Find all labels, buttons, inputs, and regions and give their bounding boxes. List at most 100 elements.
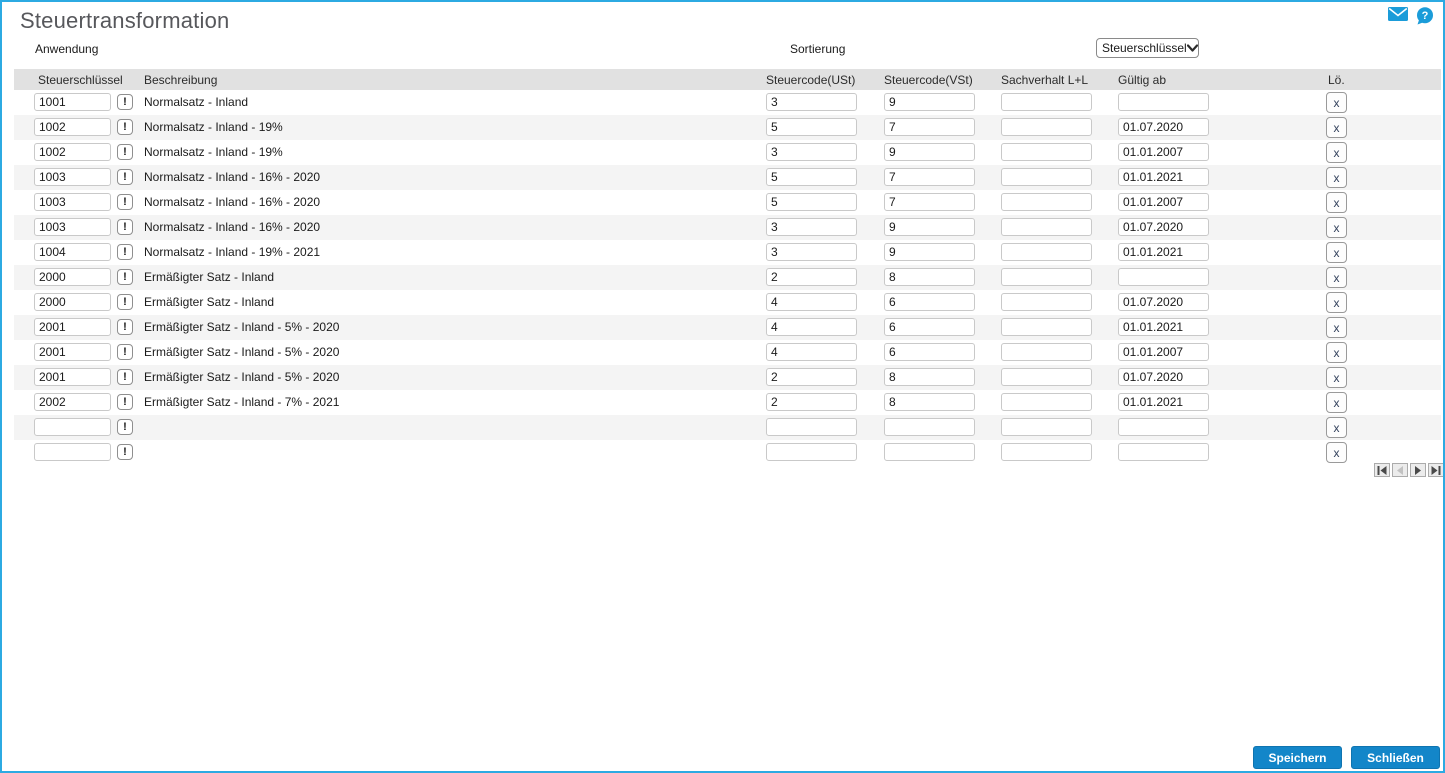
steuercode-vst-input[interactable] xyxy=(884,168,975,186)
steuerschluessel-input[interactable] xyxy=(34,418,111,436)
sachverhalt-input[interactable] xyxy=(1001,193,1092,211)
gueltig-ab-input[interactable] xyxy=(1118,343,1209,361)
key-lookup-button[interactable]: ! xyxy=(117,269,133,285)
steuercode-ust-input[interactable] xyxy=(766,243,857,261)
sachverhalt-input[interactable] xyxy=(1001,393,1092,411)
steuercode-ust-input[interactable] xyxy=(766,368,857,386)
gueltig-ab-input[interactable] xyxy=(1118,118,1209,136)
key-lookup-button[interactable]: ! xyxy=(117,394,133,410)
save-button[interactable]: Speichern xyxy=(1253,746,1342,769)
gueltig-ab-input[interactable] xyxy=(1118,93,1209,111)
steuercode-ust-input[interactable] xyxy=(766,93,857,111)
gueltig-ab-input[interactable] xyxy=(1118,193,1209,211)
gueltig-ab-input[interactable] xyxy=(1118,443,1209,461)
steuerschluessel-input[interactable] xyxy=(34,168,111,186)
delete-row-button[interactable]: x xyxy=(1326,442,1347,463)
delete-row-button[interactable]: x xyxy=(1326,142,1347,163)
steuerschluessel-input[interactable] xyxy=(34,318,111,336)
steuercode-ust-input[interactable] xyxy=(766,293,857,311)
sachverhalt-input[interactable] xyxy=(1001,118,1092,136)
steuercode-ust-input[interactable] xyxy=(766,418,857,436)
steuercode-ust-input[interactable] xyxy=(766,268,857,286)
steuercode-vst-input[interactable] xyxy=(884,418,975,436)
delete-row-button[interactable]: x xyxy=(1326,92,1347,113)
sachverhalt-input[interactable] xyxy=(1001,268,1092,286)
key-lookup-button[interactable]: ! xyxy=(117,319,133,335)
steuercode-ust-input[interactable] xyxy=(766,193,857,211)
steuerschluessel-input[interactable] xyxy=(34,193,111,211)
steuercode-vst-input[interactable] xyxy=(884,143,975,161)
steuerschluessel-input[interactable] xyxy=(34,218,111,236)
gueltig-ab-input[interactable] xyxy=(1118,293,1209,311)
sachverhalt-input[interactable] xyxy=(1001,168,1092,186)
steuercode-ust-input[interactable] xyxy=(766,218,857,236)
key-lookup-button[interactable]: ! xyxy=(117,344,133,360)
gueltig-ab-input[interactable] xyxy=(1118,218,1209,236)
key-lookup-button[interactable]: ! xyxy=(117,119,133,135)
delete-row-button[interactable]: x xyxy=(1326,267,1347,288)
gueltig-ab-input[interactable] xyxy=(1118,368,1209,386)
key-lookup-button[interactable]: ! xyxy=(117,194,133,210)
delete-row-button[interactable]: x xyxy=(1326,117,1347,138)
sachverhalt-input[interactable] xyxy=(1001,218,1092,236)
mail-icon[interactable] xyxy=(1388,7,1408,24)
sachverhalt-input[interactable] xyxy=(1001,143,1092,161)
steuercode-vst-input[interactable] xyxy=(884,243,975,261)
steuercode-ust-input[interactable] xyxy=(766,318,857,336)
first-page-button[interactable] xyxy=(1374,463,1390,477)
sachverhalt-input[interactable] xyxy=(1001,418,1092,436)
steuerschluessel-input[interactable] xyxy=(34,93,111,111)
delete-row-button[interactable]: x xyxy=(1326,167,1347,188)
gueltig-ab-input[interactable] xyxy=(1118,418,1209,436)
steuercode-ust-input[interactable] xyxy=(766,143,857,161)
steuerschluessel-input[interactable] xyxy=(34,443,111,461)
steuercode-vst-input[interactable] xyxy=(884,443,975,461)
steuerschluessel-input[interactable] xyxy=(34,243,111,261)
sachverhalt-input[interactable] xyxy=(1001,443,1092,461)
sachverhalt-input[interactable] xyxy=(1001,318,1092,336)
steuerschluessel-input[interactable] xyxy=(34,268,111,286)
sort-select[interactable]: Steuerschlüssel xyxy=(1096,38,1199,58)
steuerschluessel-input[interactable] xyxy=(34,293,111,311)
delete-row-button[interactable]: x xyxy=(1326,417,1347,438)
gueltig-ab-input[interactable] xyxy=(1118,168,1209,186)
gueltig-ab-input[interactable] xyxy=(1118,393,1209,411)
key-lookup-button[interactable]: ! xyxy=(117,94,133,110)
last-page-button[interactable] xyxy=(1428,463,1443,477)
steuercode-vst-input[interactable] xyxy=(884,368,975,386)
key-lookup-button[interactable]: ! xyxy=(117,144,133,160)
key-lookup-button[interactable]: ! xyxy=(117,419,133,435)
delete-row-button[interactable]: x xyxy=(1326,342,1347,363)
steuercode-vst-input[interactable] xyxy=(884,343,975,361)
steuercode-vst-input[interactable] xyxy=(884,318,975,336)
delete-row-button[interactable]: x xyxy=(1326,217,1347,238)
delete-row-button[interactable]: x xyxy=(1326,367,1347,388)
key-lookup-button[interactable]: ! xyxy=(117,244,133,260)
delete-row-button[interactable]: x xyxy=(1326,192,1347,213)
steuercode-ust-input[interactable] xyxy=(766,343,857,361)
steuercode-vst-input[interactable] xyxy=(884,268,975,286)
gueltig-ab-input[interactable] xyxy=(1118,243,1209,261)
delete-row-button[interactable]: x xyxy=(1326,242,1347,263)
gueltig-ab-input[interactable] xyxy=(1118,318,1209,336)
sachverhalt-input[interactable] xyxy=(1001,293,1092,311)
steuercode-vst-input[interactable] xyxy=(884,93,975,111)
key-lookup-button[interactable]: ! xyxy=(117,444,133,460)
steuerschluessel-input[interactable] xyxy=(34,143,111,161)
gueltig-ab-input[interactable] xyxy=(1118,143,1209,161)
key-lookup-button[interactable]: ! xyxy=(117,369,133,385)
steuercode-ust-input[interactable] xyxy=(766,168,857,186)
steuercode-vst-input[interactable] xyxy=(884,118,975,136)
delete-row-button[interactable]: x xyxy=(1326,317,1347,338)
sachverhalt-input[interactable] xyxy=(1001,343,1092,361)
gueltig-ab-input[interactable] xyxy=(1118,268,1209,286)
prev-page-button[interactable] xyxy=(1392,463,1408,477)
steuercode-ust-input[interactable] xyxy=(766,443,857,461)
delete-row-button[interactable]: x xyxy=(1326,392,1347,413)
steuercode-vst-input[interactable] xyxy=(884,218,975,236)
sachverhalt-input[interactable] xyxy=(1001,368,1092,386)
sachverhalt-input[interactable] xyxy=(1001,243,1092,261)
close-button[interactable]: Schließen xyxy=(1351,746,1440,769)
steuercode-ust-input[interactable] xyxy=(766,393,857,411)
sachverhalt-input[interactable] xyxy=(1001,93,1092,111)
